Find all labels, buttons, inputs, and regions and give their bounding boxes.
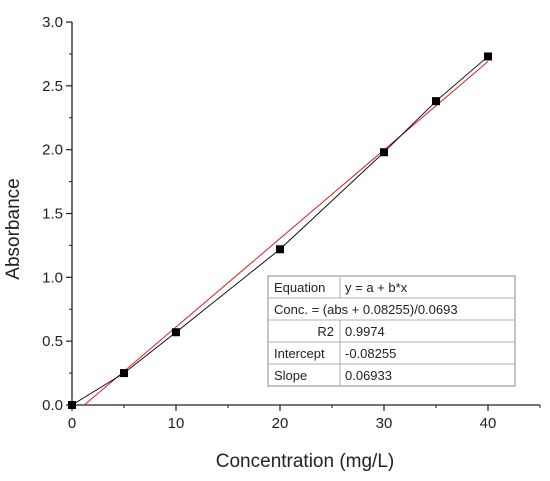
table-cell-value: 0.9974 xyxy=(345,324,385,339)
data-point xyxy=(484,52,492,61)
table-cell-value: y = a + b*x xyxy=(345,280,408,295)
x-axis-ticks xyxy=(71,405,541,411)
table-cell-label: Intercept xyxy=(274,346,325,361)
x-tick-label: 10 xyxy=(168,415,185,432)
table-cell-label: Equation xyxy=(274,280,325,295)
table-cell-value: -0.08255 xyxy=(345,346,396,361)
y-tick-label: 1.5 xyxy=(42,206,63,223)
x-tick-label: 30 xyxy=(376,415,393,432)
y-tick-label: 3.0 xyxy=(42,14,63,31)
data-point xyxy=(172,328,180,337)
data-point xyxy=(68,401,76,409)
data-point xyxy=(380,148,388,157)
x-tick-label: 40 xyxy=(480,415,497,432)
data-point xyxy=(120,369,128,378)
x-tick-label: 0 xyxy=(68,415,76,432)
y-axis-ticks xyxy=(66,21,72,406)
fit-line xyxy=(84,61,489,406)
data-point xyxy=(432,97,440,106)
y-tick-label: 0.0 xyxy=(42,397,63,414)
y-tick-label: 2.5 xyxy=(42,78,63,95)
data-series xyxy=(68,52,492,409)
annotation-table: Equation y = a + b*x Conc. = (abs + 0.0825… xyxy=(267,275,516,387)
fit-line-group xyxy=(84,61,489,406)
x-axis-tick-labels: 0 10 20 30 40 xyxy=(68,415,497,432)
y-tick-label: 0.5 xyxy=(42,333,63,350)
y-tick-label: 1.0 xyxy=(42,269,63,286)
table-cell-label: Slope xyxy=(274,368,307,383)
table-border xyxy=(267,275,516,387)
data-point xyxy=(276,245,284,254)
table-cell-label: Conc. = (abs + 0.08255)/0.0693 xyxy=(274,302,458,317)
x-axis-label: Concentration (mg/L) xyxy=(216,451,394,472)
y-axis-label: Absorbance xyxy=(3,178,24,279)
table-cell-value: 0.06933 xyxy=(345,368,392,383)
table-cell-label: R2 xyxy=(317,324,334,339)
x-tick-label: 20 xyxy=(272,415,289,432)
y-axis-tick-labels: 0.0 0.5 1.0 1.5 2.0 2.5 3.0 xyxy=(42,14,63,414)
y-tick-label: 2.0 xyxy=(42,142,63,159)
